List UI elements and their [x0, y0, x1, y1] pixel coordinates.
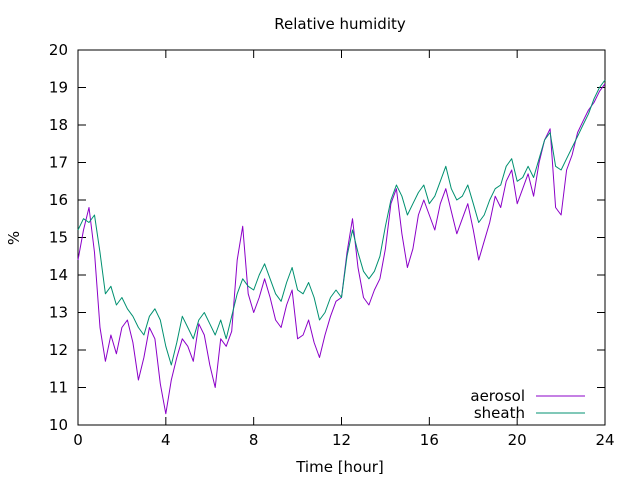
legend-label-aerosol: aerosol — [470, 387, 525, 405]
y-tick-label: 20 — [49, 41, 68, 59]
x-tick-label: 4 — [161, 431, 171, 449]
legend: aerosol sheath — [470, 387, 585, 422]
y-tick-label: 15 — [49, 229, 68, 247]
x-axis-label: Time [hour] — [295, 458, 384, 476]
y-tick-label: 10 — [49, 416, 68, 434]
x-axis: 0 4 8 12 16 20 24 — [73, 50, 615, 449]
x-tick-label: 0 — [73, 431, 83, 449]
y-axis-label: % — [5, 231, 23, 245]
x-tick-label: 24 — [595, 431, 614, 449]
chart-title: Relative humidity — [274, 15, 406, 33]
series-line-sheath — [77, 79, 606, 366]
x-tick-label: 12 — [332, 431, 351, 449]
y-tick-label: 17 — [49, 154, 68, 172]
legend-label-sheath: sheath — [474, 404, 525, 422]
y-axis: 10 11 12 13 14 15 16 17 18 19 20 — [49, 41, 605, 434]
plot-frame — [77, 49, 606, 426]
y-tick-label: 12 — [49, 341, 68, 359]
series-line-aerosol — [77, 83, 606, 415]
x-tick-label: 16 — [420, 431, 439, 449]
y-tick-label: 11 — [49, 379, 68, 397]
x-tick-label: 20 — [508, 431, 527, 449]
y-tick-label: 16 — [49, 191, 68, 209]
plot-area — [77, 49, 606, 426]
x-tick-label: 8 — [249, 431, 259, 449]
y-tick-label: 18 — [49, 116, 68, 134]
y-tick-label: 14 — [49, 266, 68, 284]
y-tick-label: 19 — [49, 79, 68, 97]
y-tick-label: 13 — [49, 304, 68, 322]
series-lines — [77, 79, 606, 415]
